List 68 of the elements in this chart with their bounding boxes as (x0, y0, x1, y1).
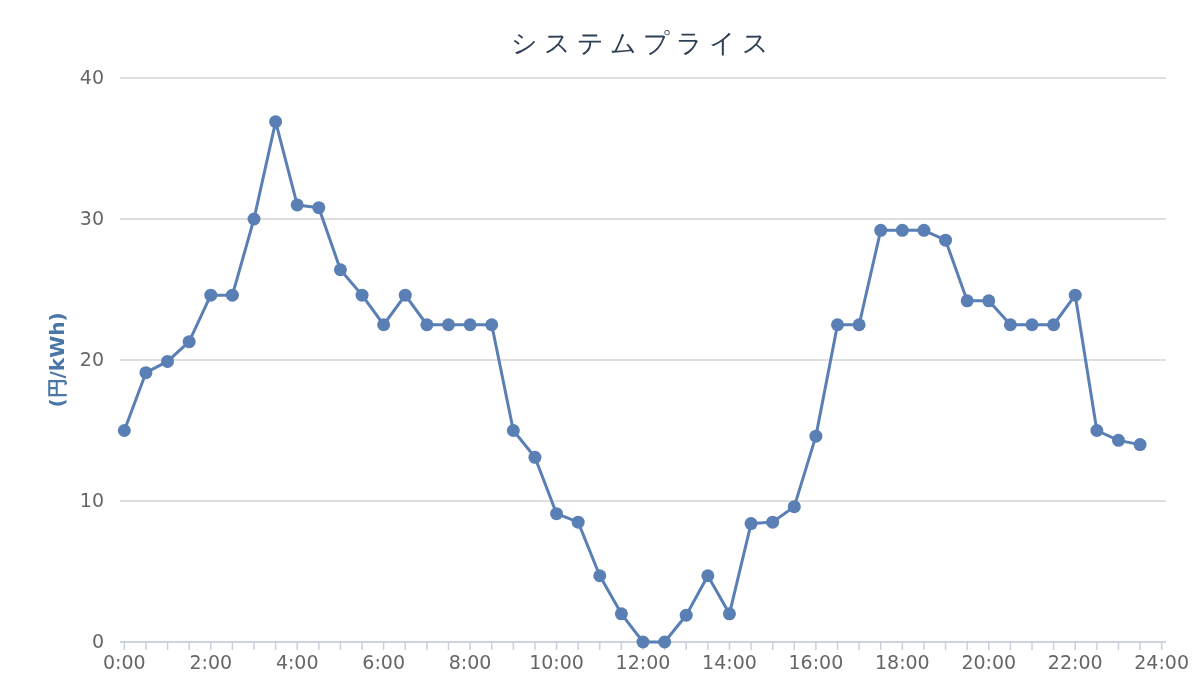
x-tick-label: 12:00 (615, 651, 671, 673)
x-tick-label: 0:00 (102, 651, 146, 673)
point (442, 318, 455, 332)
x-tick-label: 2:00 (189, 651, 233, 673)
chart-title: システムプライス (511, 28, 775, 58)
point (377, 318, 391, 332)
point (1068, 288, 1082, 302)
point (1047, 318, 1061, 332)
y-axis-title: (円/kWh) (45, 312, 69, 408)
point (874, 223, 888, 237)
y-tick-label: 40 (79, 66, 104, 88)
point (161, 354, 175, 368)
point (139, 366, 153, 380)
point (766, 515, 780, 529)
point (895, 223, 909, 237)
point (960, 294, 974, 308)
point (312, 201, 326, 215)
point (398, 288, 412, 302)
point (550, 507, 564, 521)
point (1090, 424, 1104, 437)
x-tick-label: 18:00 (874, 651, 930, 673)
point (463, 318, 477, 332)
point (182, 335, 196, 349)
point (939, 233, 953, 247)
x-tick-label: 24:00 (1134, 651, 1190, 673)
point (485, 318, 499, 332)
point (636, 635, 650, 649)
point (679, 608, 693, 622)
point (831, 318, 844, 332)
point (571, 515, 585, 529)
point (722, 607, 736, 621)
point (269, 115, 283, 129)
x-tick-label: 14:00 (702, 651, 757, 673)
point (852, 318, 866, 332)
point (225, 288, 239, 302)
y-tick-label: 10 (79, 489, 104, 511)
point (528, 450, 542, 464)
point (593, 569, 607, 583)
point (420, 318, 434, 332)
point (355, 288, 369, 302)
point (1133, 438, 1147, 452)
point (982, 294, 996, 308)
point (247, 212, 261, 226)
point (701, 569, 715, 583)
point (506, 424, 520, 437)
point (658, 635, 672, 649)
x-tick-label: 16:00 (788, 651, 844, 673)
point (1003, 318, 1017, 332)
point (204, 288, 218, 302)
y-tick-label: 20 (79, 348, 104, 370)
point (1111, 433, 1125, 447)
x-tick-label: 6:00 (362, 651, 405, 673)
point (787, 500, 801, 514)
point (917, 223, 931, 237)
x-tick-label: 20:00 (961, 651, 1017, 673)
x-tick-label: 10:00 (529, 651, 584, 673)
point (614, 607, 628, 621)
y-tick-label: 0 (91, 630, 104, 652)
point (290, 198, 304, 212)
x-tick-label: 4:00 (275, 651, 319, 673)
point (809, 429, 823, 443)
x-tick-label: 8:00 (448, 651, 492, 673)
point (117, 424, 131, 437)
point (744, 517, 758, 531)
point (333, 263, 347, 277)
point (1025, 318, 1039, 332)
x-tick-label: 22:00 (1047, 651, 1103, 673)
y-tick-label: 30 (79, 207, 104, 229)
